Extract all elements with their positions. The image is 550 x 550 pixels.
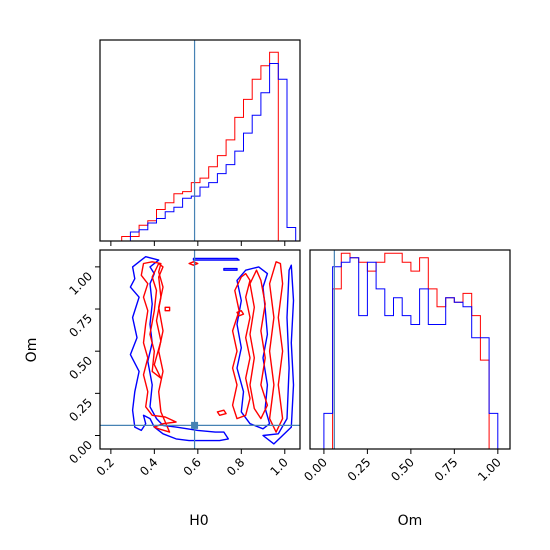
contour-line-11 xyxy=(236,310,245,317)
contour-line-4 xyxy=(223,267,238,271)
contour-line-10 xyxy=(164,306,171,312)
h0-hist-series-1 xyxy=(121,63,297,242)
contour-line-12 xyxy=(216,409,227,416)
contour-line-13 xyxy=(188,261,199,266)
contour-line-6 xyxy=(149,262,164,379)
truth-marker xyxy=(191,421,199,429)
contour-line-7 xyxy=(231,272,251,420)
h0-histogram-panel xyxy=(99,39,301,246)
x-axis-label-h0: H0 xyxy=(189,513,208,529)
contour-line-2 xyxy=(262,264,295,445)
om-hist-series-1 xyxy=(323,257,499,449)
h0-hist-series-0 xyxy=(121,51,296,242)
contour-frame xyxy=(99,249,301,450)
h0-histogram-frame xyxy=(99,39,301,242)
x-axis-label-om: Om xyxy=(398,513,423,529)
contour-line-0 xyxy=(129,256,230,442)
contour-line-5 xyxy=(140,261,177,433)
contour-line-8 xyxy=(249,269,269,420)
contour-line-3 xyxy=(192,257,240,261)
contour-line-1 xyxy=(236,266,271,430)
om-histogram-frame xyxy=(309,249,511,450)
y-axis-label-om: Om xyxy=(24,338,40,363)
